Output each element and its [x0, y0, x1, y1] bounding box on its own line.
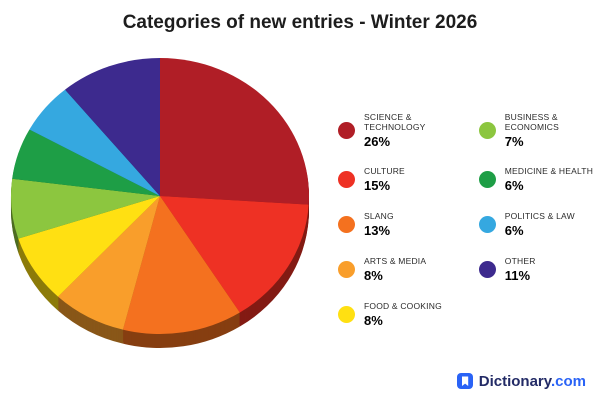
legend-label: OTHER [504, 255, 536, 266]
chart-legend: SCIENCE & TECHNOLOGY 26% CULTURE 15% SLANG 13… [338, 112, 600, 344]
legend-color-dot [338, 305, 355, 323]
legend-value: 13% [364, 222, 391, 238]
legend-item: CULTURE 15% [338, 164, 461, 194]
legend-color-dot [338, 260, 355, 278]
legend-value: 11% [504, 267, 531, 283]
pie-slice [29, 89, 161, 196]
legend-value: 8% [364, 312, 383, 328]
pie-slice [58, 196, 160, 330]
legend-label: ARTS & MEDIA [364, 255, 427, 266]
legend-value: 8% [364, 267, 383, 283]
brand-text: Dictionary.com [479, 373, 586, 390]
pie-slice [160, 58, 310, 205]
legend-label: FOOD & COOKING [364, 300, 442, 311]
legend-item: OTHER 11% [478, 254, 600, 284]
legend-item: POLITICS & LAW 6% [478, 209, 600, 239]
legend-item: ARTS & MEDIA 8% [338, 254, 461, 284]
legend-color-dot [338, 215, 355, 233]
legend-color-dot [478, 215, 496, 233]
legend-column-left: SCIENCE & TECHNOLOGY 26% CULTURE 15% SLANG 13… [338, 112, 461, 344]
legend-label: SCIENCE & TECHNOLOGY [364, 112, 426, 132]
dictionary-logo-icon [456, 373, 473, 389]
legend-label: SLANG [364, 210, 394, 221]
legend-label: MEDICINE & HEALTH [504, 165, 594, 176]
legend-item: MEDICINE & HEALTH 6% [478, 164, 600, 194]
legend-label: BUSINESS & ECONOMICS [504, 112, 560, 132]
legend-value: 26% [364, 134, 391, 149]
pie-slice [18, 196, 160, 297]
chart-title: Categories of new entries - Winter 2026 [122, 12, 478, 33]
pie-slice [65, 58, 160, 196]
brand-footer: Dictionary.com [456, 372, 586, 390]
legend-value: 15% [364, 177, 391, 193]
legend-item: SLANG 13% [338, 209, 461, 239]
legend-color-dot [478, 170, 496, 188]
legend-item: SCIENCE & TECHNOLOGY 26% [338, 112, 461, 149]
legend-color-dot [338, 170, 355, 188]
legend-item: FOOD & COOKING 8% [338, 299, 461, 329]
pie-slice [10, 178, 160, 239]
legend-item: BUSINESS & ECONOMICS 7% [478, 112, 600, 149]
legend-label: POLITICS & LAW [504, 210, 575, 221]
legend-column-right: BUSINESS & ECONOMICS 7% MEDICINE & HEALTH 6… [478, 112, 600, 344]
legend-label: CULTURE [364, 165, 405, 176]
pie-slice [160, 196, 309, 313]
legend-color-dot [338, 122, 355, 139]
legend-value: 6% [504, 222, 524, 238]
legend-value: 7% [504, 134, 524, 149]
pie-slice [12, 129, 161, 196]
brand-text-primary: Dictionary [478, 372, 551, 390]
pie-slice [122, 196, 240, 334]
legend-color-dot [478, 122, 496, 139]
legend-color-dot [478, 260, 496, 278]
legend-value: 6% [504, 177, 524, 193]
brand-text-secondary: .com [550, 372, 586, 390]
